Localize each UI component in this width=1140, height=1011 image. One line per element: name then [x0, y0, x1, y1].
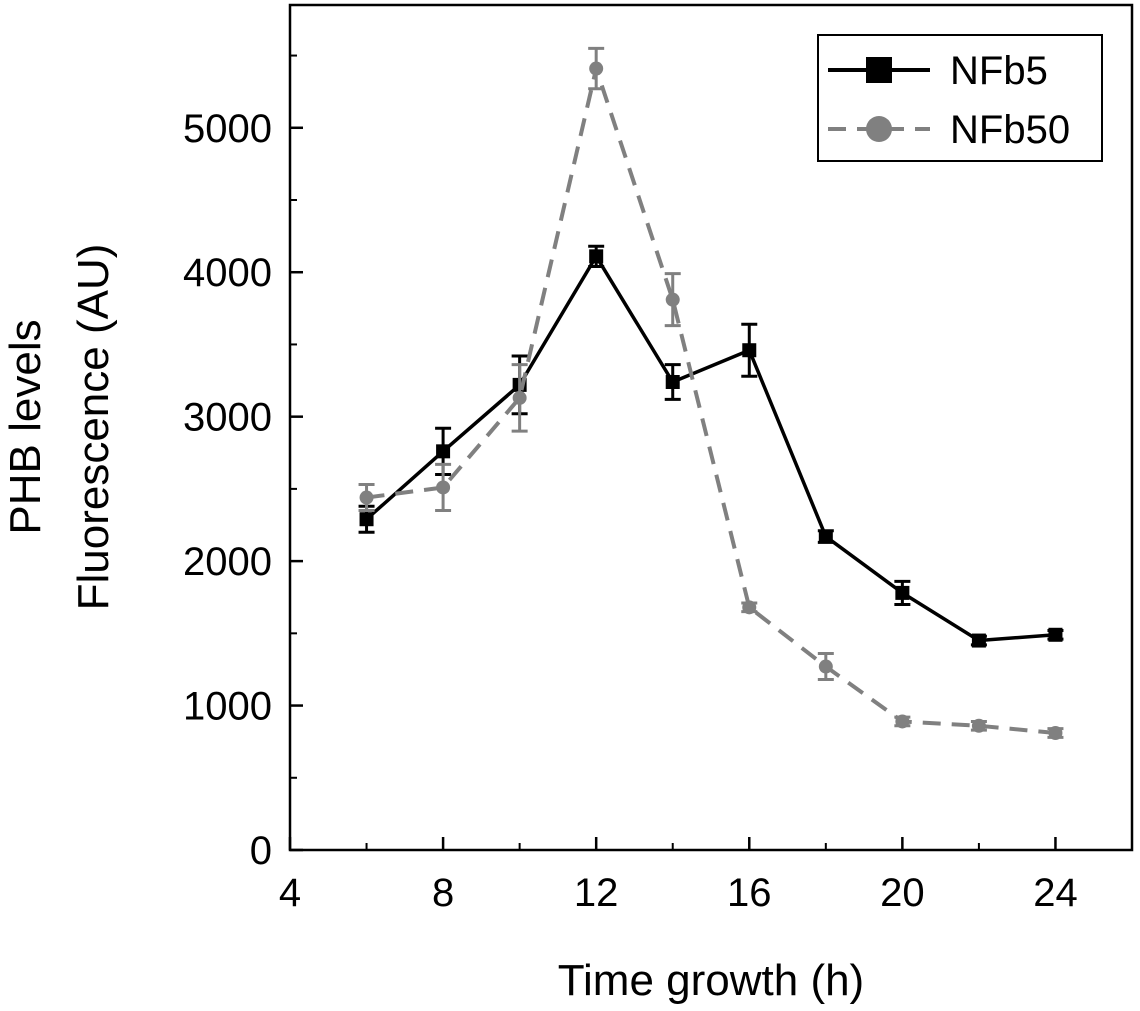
x-tick-label: 20 — [880, 871, 925, 915]
data-point-nfb50 — [971, 718, 986, 733]
x-tick-label: 16 — [727, 871, 772, 915]
y-tick-label: 2000 — [183, 540, 272, 584]
x-axis-title: Time growth (h) — [558, 956, 864, 1005]
data-point-nfb5 — [895, 585, 910, 600]
data-point-nfb50 — [818, 659, 833, 674]
legend-marker-nfb5 — [866, 57, 892, 83]
data-point-nfb5 — [1048, 627, 1063, 642]
y-axis-title-line-2: Fluorescence (AU) — [69, 244, 118, 611]
y-tick-label: 4000 — [183, 251, 272, 295]
data-point-nfb5 — [665, 375, 680, 389]
minor-ticks — [290, 54, 1133, 850]
data-point-nfb50 — [359, 490, 374, 505]
data-point-nfb5 — [818, 529, 833, 544]
data-point-nfb50 — [436, 480, 451, 495]
series-nfb50 — [358, 46, 1064, 740]
legend-marker-nfb50 — [866, 116, 892, 142]
y-axis-title-line-1: PHB levels — [1, 319, 50, 534]
x-tick-label: 4 — [279, 871, 301, 915]
x-axis-ticks: 4 8 12 16 20 24 — [279, 837, 1078, 915]
x-tick-label: 12 — [574, 871, 619, 915]
data-point-nfb5 — [359, 512, 374, 527]
plot-frame — [288, 3, 1134, 852]
data-point-nfb50 — [589, 61, 604, 76]
y-tick-label: 5000 — [183, 107, 272, 151]
y-tick-label: 1000 — [183, 685, 272, 729]
data-point-nfb5 — [589, 249, 604, 264]
data-point-nfb5 — [436, 444, 451, 459]
series-line-nfb50 — [366, 66, 1056, 735]
data-point-nfb50 — [895, 714, 910, 729]
legend: NFb5 NFb50 — [817, 34, 1103, 162]
y-axis-ticks: 0 1000 2000 3000 4000 5000 — [183, 107, 303, 873]
legend-label-nfb5: NFb5 — [950, 49, 1048, 93]
legend-label-nfb50: NFb50 — [950, 108, 1070, 152]
data-point-nfb50 — [742, 600, 757, 615]
data-point-nfb50 — [1048, 726, 1063, 740]
x-tick-label: 8 — [432, 871, 454, 915]
data-point-nfb5 — [742, 343, 757, 358]
series-line-nfb5 — [365, 254, 1056, 643]
data-point-nfb50 — [665, 292, 680, 307]
data-point-nfb5 — [971, 633, 986, 648]
x-tick-label: 24 — [1033, 871, 1078, 915]
series-layer — [358, 46, 1064, 740]
y-tick-label: 0 — [250, 829, 272, 873]
legend-box — [817, 34, 1103, 162]
y-tick-label: 3000 — [183, 396, 272, 440]
data-point-nfb50 — [512, 390, 527, 405]
